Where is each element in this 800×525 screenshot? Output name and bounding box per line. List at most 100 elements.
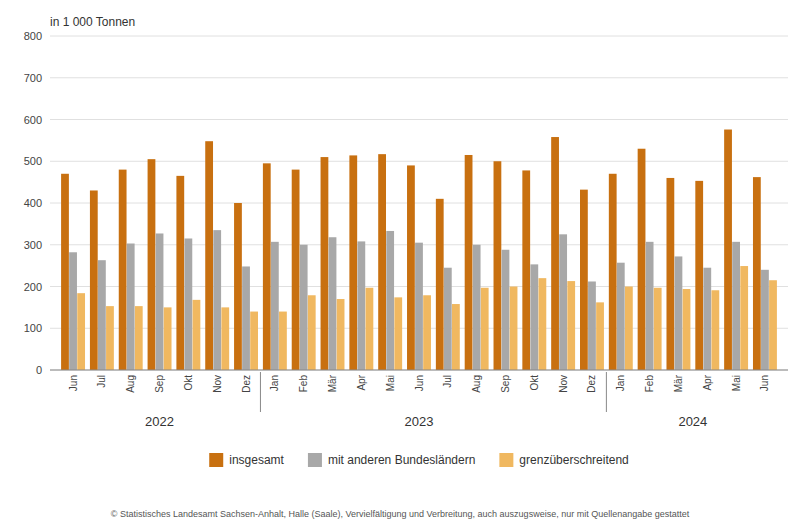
bar <box>127 243 135 370</box>
bar <box>609 174 617 370</box>
bar <box>617 263 625 370</box>
chart: 0100200300400500600700800in 1 000 Tonnen… <box>0 0 800 525</box>
bar <box>465 155 473 370</box>
bar <box>300 245 308 370</box>
bar <box>213 230 221 370</box>
bar <box>156 233 164 370</box>
y-tick-label: 500 <box>24 155 42 167</box>
bar <box>567 281 575 370</box>
bar <box>292 170 300 370</box>
bar <box>551 137 559 370</box>
x-tick-label: Apr <box>356 374 367 390</box>
year-label: 2024 <box>678 414 707 429</box>
x-tick-label: Mär <box>673 374 684 392</box>
bar <box>407 165 415 370</box>
x-axis-line <box>50 370 788 371</box>
bar <box>510 287 518 371</box>
x-tick-label: Mai <box>731 375 742 391</box>
year-separator <box>606 372 607 412</box>
x-tick-label: Mai <box>385 375 396 391</box>
bar <box>271 242 279 370</box>
x-tick-label: Dez <box>241 375 252 393</box>
x-tick-label: Jun <box>68 375 79 391</box>
bar <box>205 141 213 370</box>
bar <box>279 312 287 370</box>
bar <box>337 299 345 370</box>
bar <box>753 177 761 370</box>
bar <box>349 155 357 370</box>
bar <box>654 288 662 370</box>
y-tick-label: 200 <box>24 281 42 293</box>
x-tick-label: Okt <box>529 375 540 391</box>
bar <box>588 281 596 370</box>
bar <box>580 190 588 370</box>
bar <box>234 203 242 370</box>
bar <box>69 252 77 370</box>
bar <box>538 278 546 370</box>
legend-item: mit anderen Bundesländern <box>308 453 475 467</box>
grid-line <box>50 77 788 78</box>
bar <box>329 237 337 370</box>
bar <box>423 295 431 370</box>
bar <box>378 154 386 370</box>
bar <box>473 245 481 370</box>
legend-swatch <box>209 453 223 467</box>
bar <box>321 157 329 370</box>
bar <box>502 250 510 370</box>
x-tick-label: Jul <box>96 375 107 388</box>
bar <box>452 304 460 370</box>
bar <box>596 302 604 370</box>
bar <box>366 288 374 370</box>
year-label: 2023 <box>405 414 434 429</box>
legend-item: insgesamt <box>209 453 284 467</box>
bar <box>90 190 98 370</box>
y-tick-label: 0 <box>36 364 42 376</box>
x-tick-label: Jun <box>759 375 770 391</box>
bar <box>732 242 740 370</box>
legend: insgesamtmit anderen Bundesländerngrenzü… <box>209 453 629 467</box>
bar <box>221 307 229 370</box>
bar <box>61 174 69 370</box>
bar <box>444 268 452 370</box>
legend-label: insgesamt <box>229 453 284 467</box>
bar <box>494 161 502 370</box>
bar <box>625 287 633 371</box>
bar <box>250 312 258 370</box>
bar <box>164 307 172 370</box>
x-tick-label: Aug <box>125 375 136 393</box>
y-tick-label: 300 <box>24 239 42 251</box>
bar <box>646 242 654 370</box>
y-tick-label: 400 <box>24 197 42 209</box>
grid <box>50 36 788 370</box>
bar <box>436 199 444 370</box>
bar <box>415 243 423 370</box>
x-tick-label: Feb <box>298 375 309 393</box>
bar <box>481 288 489 370</box>
legend-swatch <box>499 453 513 467</box>
x-tick-label: Nov <box>212 375 223 393</box>
bar <box>176 176 184 370</box>
grid-line <box>50 203 788 204</box>
footnote: © Statistisches Landesamt Sachsen-Anhalt… <box>111 509 690 519</box>
y-tick-label: 700 <box>24 72 42 84</box>
bar <box>711 290 719 370</box>
bar <box>106 306 114 370</box>
bar <box>242 266 250 370</box>
y-tick-label: 100 <box>24 322 42 334</box>
bar <box>683 289 691 370</box>
bar <box>666 178 674 370</box>
bar <box>530 264 538 370</box>
bar <box>724 130 732 370</box>
y-tick-label: 600 <box>24 114 42 126</box>
bar <box>638 149 646 370</box>
x-tick-label: Dez <box>586 375 597 393</box>
grid-line <box>50 119 788 120</box>
x-tick-label: Okt <box>183 375 194 391</box>
bar <box>559 234 567 370</box>
x-tick-label: Sep <box>500 375 511 393</box>
bar <box>193 300 201 370</box>
bar <box>695 181 703 370</box>
year-label: 2022 <box>145 414 174 429</box>
bar <box>394 297 402 370</box>
bar <box>703 268 711 370</box>
